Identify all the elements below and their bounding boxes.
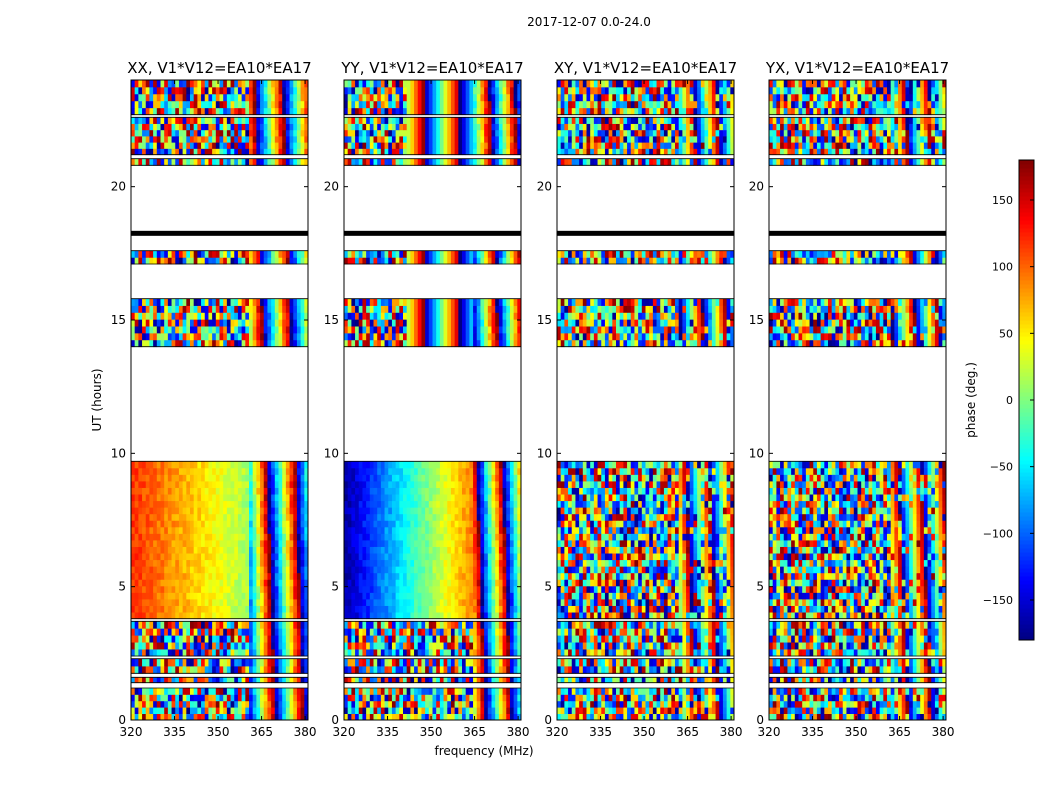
y-tick-label: 15: [324, 313, 339, 327]
flagged-line: [344, 230, 521, 236]
x-tick-label: 380: [507, 725, 530, 739]
y-tick-label: 20: [537, 180, 552, 194]
y-tick-label: 0: [544, 713, 552, 727]
colorbar-tick-label: −50: [990, 461, 1013, 474]
x-tick-label: 365: [463, 725, 486, 739]
x-tick-label: 320: [758, 725, 781, 739]
panel-yy: YY, V1*V12=EA10*EA17 320 335 350 365 380 0 5 10 1…: [324, 59, 530, 739]
colorbar-tick-label: 50: [999, 327, 1013, 340]
panel-xx: XX, V1*V12=EA10*EA17 320 335 350 365 380 0 5 10 1…: [111, 59, 317, 739]
phase-heatmap: [557, 80, 734, 720]
y-tick-label: 0: [118, 713, 126, 727]
y-tick-label: 10: [324, 446, 339, 460]
x-tick-label: 365: [888, 725, 911, 739]
y-tick-label: 0: [756, 713, 764, 727]
y-tick-label: 15: [537, 313, 552, 327]
colorbar-tick-label: 150: [992, 194, 1013, 207]
y-tick-label: 5: [544, 580, 552, 594]
colorbar-tick-label: 0: [1006, 394, 1013, 407]
x-tick-label: 335: [376, 725, 399, 739]
plot-frame: [343, 79, 522, 721]
phase-heatmap: [131, 80, 308, 720]
panel-title: YY, V1*V12=EA10*EA17: [340, 59, 523, 77]
y-tick-label: 5: [756, 580, 764, 594]
x-tick-label: 365: [676, 725, 699, 739]
x-tick-label: 380: [294, 725, 317, 739]
x-tick-label: 350: [845, 725, 868, 739]
panel-title: XX, V1*V12=EA10*EA17: [127, 59, 311, 77]
panel-yx: YX, V1*V12=EA10*EA17 320 335 350 365 380 0 5 10 1…: [749, 59, 955, 739]
x-tick-label: 380: [720, 725, 743, 739]
y-tick-label: 5: [331, 580, 339, 594]
flagged-line: [557, 230, 734, 236]
panel-title: XY, V1*V12=EA10*EA17: [554, 59, 737, 77]
y-tick-label: 15: [111, 313, 126, 327]
y-axis-label-group: UT (hours): [90, 368, 104, 431]
x-tick-label: 320: [546, 725, 569, 739]
x-axis-label: frequency (MHz): [434, 744, 533, 758]
colorbar-tick-label: −100: [983, 527, 1013, 540]
y-tick-label: 20: [111, 180, 126, 194]
flagged-line: [769, 230, 946, 236]
x-tick-label: 365: [250, 725, 273, 739]
x-tick-label: 320: [333, 725, 356, 739]
phase-heatmap: [769, 80, 946, 720]
plot-frame: [130, 79, 309, 721]
y-tick-label: 10: [537, 446, 552, 460]
colorbar: 150 100 50 0 −50 −100 −150 phase (deg.): [964, 159, 1035, 641]
plot-frame: [768, 79, 947, 721]
x-tick-label: 380: [932, 725, 955, 739]
figure-suptitle: 2017-12-07 0.0-24.0: [527, 15, 651, 29]
y-tick-label: 15: [749, 313, 764, 327]
x-tick-label: 335: [801, 725, 824, 739]
y-axis-label: UT (hours): [90, 368, 104, 431]
x-tick-label: 320: [120, 725, 143, 739]
colorbar-label: phase (deg.): [964, 362, 978, 438]
y-tick-label: 10: [111, 446, 126, 460]
panels-group: XX, V1*V12=EA10*EA17 320 335 350 365 380 0 5 10 1…: [111, 59, 955, 739]
y-tick-label: 20: [324, 180, 339, 194]
plot-frame: [556, 79, 735, 721]
y-tick-label: 0: [331, 713, 339, 727]
colorbar-tick-label: −150: [983, 594, 1013, 607]
x-axis-label-group: frequency (MHz): [434, 744, 533, 758]
x-tick-label: 335: [589, 725, 612, 739]
x-tick-label: 335: [163, 725, 186, 739]
panel-title: YX, V1*V12=EA10*EA17: [765, 59, 949, 77]
x-tick-label: 350: [633, 725, 656, 739]
phase-heatmap: [344, 80, 521, 720]
x-tick-label: 350: [420, 725, 443, 739]
flagged-line: [131, 230, 308, 236]
colorbar-gradient: [1019, 160, 1034, 641]
x-tick-label: 350: [207, 725, 230, 739]
panel-xy: XY, V1*V12=EA10*EA17 320 335 350 365 380 0 5 10 1…: [537, 59, 743, 739]
colorbar-tick-label: 100: [992, 261, 1013, 274]
y-tick-label: 5: [118, 580, 126, 594]
y-tick-label: 10: [749, 446, 764, 460]
y-tick-label: 20: [749, 180, 764, 194]
